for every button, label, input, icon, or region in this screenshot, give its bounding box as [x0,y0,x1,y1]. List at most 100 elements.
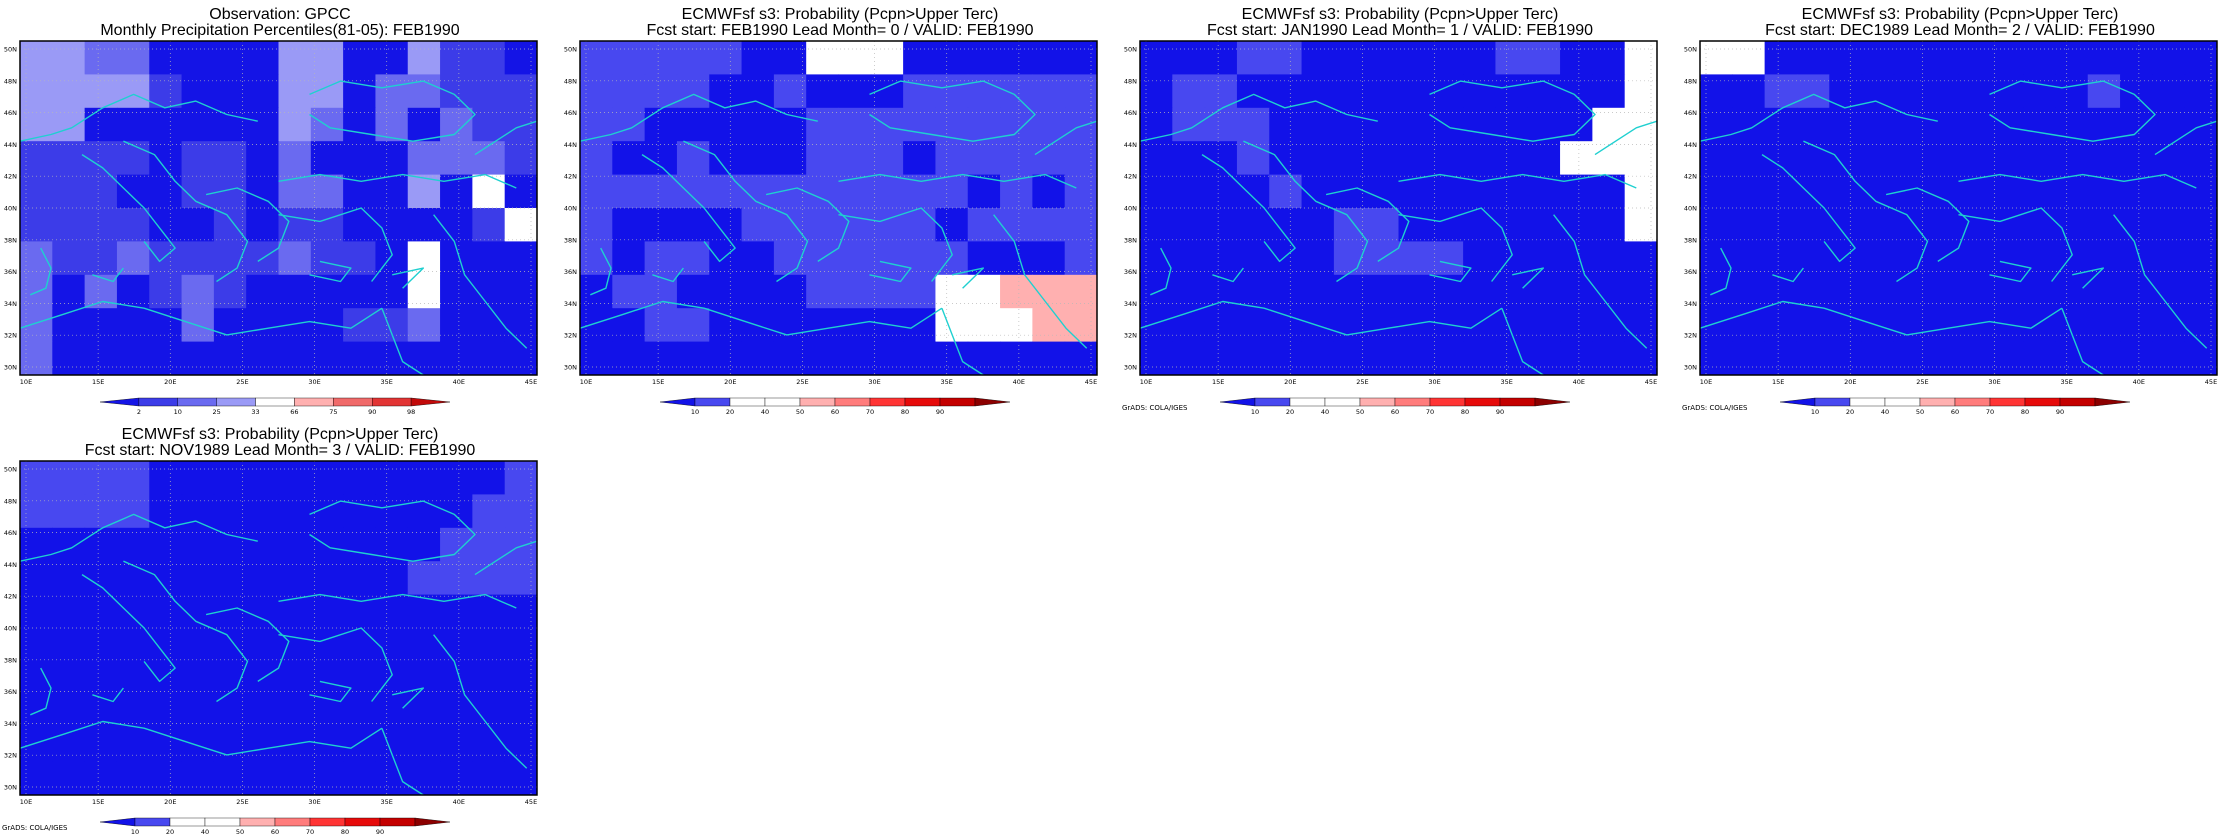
grid-cell [1366,107,1399,142]
grid-cell [52,728,86,763]
coastline [1885,187,1970,262]
grid-cell [407,761,441,796]
grid-cell [1624,308,1658,343]
grid-cell [967,341,1001,376]
grid-cell [806,208,839,242]
grid-cell [149,527,183,562]
grid-cell [903,141,936,176]
lat-label: 32N [1684,332,1697,340]
grid-cell [52,241,86,276]
panel-lead1: ECMWFsf s3: Probability (Pcpn>Upper Terc… [1120,0,1680,420]
coastline [590,247,612,296]
grid-cell [1172,241,1206,276]
grid-cell [2184,174,2218,209]
grid-cell [246,208,279,242]
grid-cell [1764,241,1798,276]
grid-cell [52,561,86,596]
colorbar-tick-label: 80 [341,828,349,836]
grid-cell [116,728,150,763]
grid-cell [1236,174,1270,209]
grid-cell [181,208,215,242]
grid-cell [1926,208,1959,242]
grid-cell [213,74,247,109]
lon-label: 10E [580,378,592,386]
grid-cell [903,208,936,242]
grid-cell [806,107,839,142]
colorbar-segment [1499,397,1536,407]
grid-cell [472,174,506,209]
lon-label: 15E [1772,378,1784,386]
grid-cell [84,241,118,276]
coastline [1958,207,2073,282]
grid-cell [20,141,53,176]
grid-cell [149,461,183,495]
grid-cell [1032,141,1066,176]
grid-cell [2152,107,2186,142]
coastline [869,260,912,283]
grid-cell [1527,308,1561,343]
grid-cell [278,527,312,562]
grid-cell [1430,141,1464,176]
grid-cell [246,341,279,376]
grid-cell [116,761,150,796]
grid-cell [676,107,710,142]
colorbar: 10 20 40 50 60 70 80 90 [659,397,1011,416]
lon-label: 35E [2061,378,2073,386]
grid-cell [1032,174,1066,209]
grid-cell [1764,141,1798,176]
coastlines [1139,80,1658,376]
colorbar: 10 20 40 50 60 70 80 90 [1219,397,1571,416]
grid-cell [870,141,904,176]
grid-cell [870,41,904,75]
grid-cell [1366,341,1399,376]
grid-cell [1592,107,1626,142]
grid-cell [644,174,678,209]
coastline [1710,247,1732,296]
grid-cell [1064,74,1098,109]
grid-cell [612,141,646,176]
grid-cell [504,628,538,662]
grid-cell [181,461,215,495]
coastline [474,540,538,576]
grid-cell [1236,41,1270,75]
grid-cell [116,628,150,662]
grid-cell [310,594,344,629]
grid-cell [1796,74,1830,109]
grid-cell [806,274,839,309]
grid-cell [213,308,247,343]
grid-cell [52,74,86,109]
grid-cell [903,308,936,343]
grid-cell [1269,174,1303,209]
grid-cell [2023,308,2056,343]
grid-cell [580,74,613,109]
grid-cell [278,628,312,662]
grid-cell [1032,41,1066,75]
grid-cell [1064,174,1098,209]
grid-cell [1430,308,1464,343]
lon-label: 15E [92,378,104,386]
grid-cell [870,341,904,376]
colorbar-segment [729,397,766,407]
grid-cell [1032,74,1066,109]
grid-cell [1463,41,1496,75]
grid-cell [2087,208,2121,242]
colorbar-segment [1954,397,1991,407]
grid-cell [407,141,441,176]
coastline [92,267,124,283]
grid-cell [2055,208,2089,242]
colorbar-tick-label: 20 [166,828,174,836]
grid-cell [838,208,872,242]
lon-label: 10E [20,798,32,806]
coastline [765,187,850,262]
colorbar-tick-label: 20 [726,408,734,416]
colorbar-tick-label: 80 [2021,408,2029,416]
grid-cell [2023,241,2056,276]
grid-cell [1592,74,1626,109]
coastline [683,140,809,283]
grid-cell [149,107,183,142]
colorbar-segment [1359,397,1396,407]
grid-cell [116,208,150,242]
grid-cell [310,107,344,142]
colorbar-tick-label: 80 [901,408,909,416]
